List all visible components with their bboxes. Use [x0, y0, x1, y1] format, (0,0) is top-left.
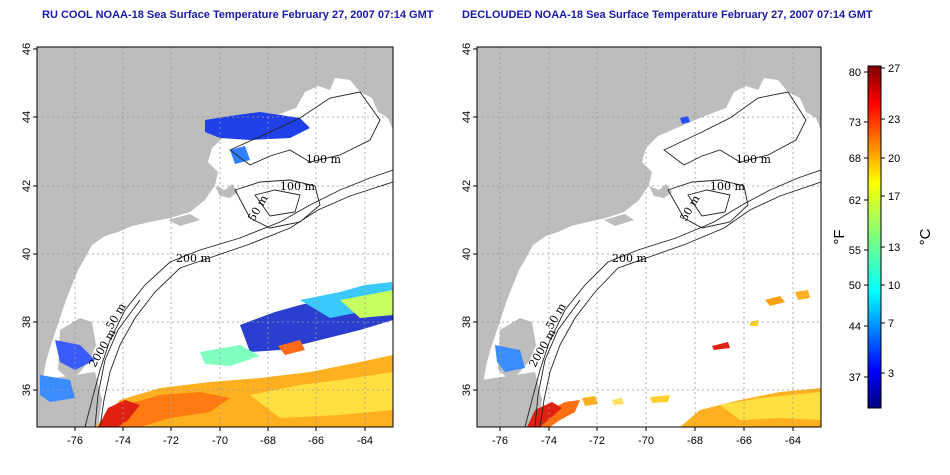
y-tick-label: 44 — [21, 111, 33, 123]
y-tick-label: 40 — [461, 248, 473, 260]
contour-label: 100 m — [306, 153, 341, 166]
left-grid — [37, 47, 393, 427]
celsius-tick: 13 — [888, 242, 900, 254]
x-tick-label: -70 — [212, 435, 228, 447]
fahrenheit-tick: 62 — [849, 195, 861, 207]
left-panel-title: RU COOL NOAA-18 Sea Surface Temperature … — [42, 9, 434, 21]
colorbar-gradient — [867, 65, 882, 409]
x-tick-label: -64 — [785, 435, 801, 447]
left-map: 100 m 100 m 50 m 200 m 50 m 2000 m -76 -… — [21, 43, 394, 447]
fahrenheit-tick: 55 — [849, 245, 861, 257]
celsius-tick: 10 — [888, 280, 900, 292]
right-panel-title: DECLOUDED NOAA-18 Sea Surface Temperatur… — [462, 9, 873, 21]
fahrenheit-tick: 80 — [849, 67, 861, 79]
x-tick-label: -72 — [589, 435, 605, 447]
y-tick-label: 42 — [461, 180, 473, 192]
x-tick-label: -74 — [115, 435, 131, 447]
celsius-tick: 17 — [888, 191, 900, 203]
x-tick-label: -66 — [308, 435, 324, 447]
x-tick-label: -72 — [163, 435, 179, 447]
y-tick-label: 36 — [461, 384, 473, 396]
x-tick-label: -68 — [260, 435, 276, 447]
x-tick-label: -76 — [67, 435, 83, 447]
celsius-tick: 20 — [888, 153, 900, 165]
right-axes-frame — [476, 46, 822, 428]
land-mass — [37, 47, 393, 427]
contour-label: 200 m — [612, 252, 647, 265]
celsius-tick: 23 — [888, 114, 900, 126]
contour-label: 100 m — [710, 180, 745, 193]
right-grid — [477, 47, 821, 427]
contour-label: 100 m — [280, 180, 315, 193]
x-tick-label: -76 — [492, 435, 508, 447]
fahrenheit-unit-label: °F — [831, 229, 848, 244]
y-tick-label: 36 — [21, 384, 33, 396]
contour-label: 200 m — [176, 252, 211, 265]
land-mass — [477, 47, 821, 427]
fahrenheit-tick: 68 — [849, 153, 861, 165]
celsius-tick: 27 — [888, 63, 900, 75]
left-contours — [84, 91, 393, 427]
x-tick-label: -64 — [357, 435, 373, 447]
left-axes-frame — [36, 46, 394, 428]
y-tick-label: 40 — [21, 248, 33, 260]
y-tick-label: 38 — [21, 316, 33, 328]
y-tick-label: 46 — [21, 43, 33, 55]
colorbar: 37 44 50 55 62 68 73 80 3 7 10 13 17 20 … — [831, 63, 934, 409]
fahrenheit-tick: 73 — [849, 117, 861, 129]
x-tick-label: -74 — [541, 435, 557, 447]
right-contours — [524, 91, 821, 427]
y-tick-label: 46 — [461, 43, 473, 55]
fahrenheit-tick: 50 — [849, 280, 861, 292]
y-tick-label: 38 — [461, 316, 473, 328]
x-tick-label: -68 — [687, 435, 703, 447]
y-tick-label: 44 — [461, 111, 473, 123]
fahrenheit-tick: 44 — [849, 321, 861, 333]
right-map: 100 m 100 m 50 m 200 m 50 m 2000 m -76 -… — [461, 43, 822, 447]
contour-label: 100 m — [736, 153, 771, 166]
fahrenheit-tick: 37 — [849, 372, 861, 384]
x-tick-label: -70 — [638, 435, 654, 447]
x-tick-label: -66 — [736, 435, 752, 447]
y-tick-label: 42 — [21, 180, 33, 192]
celsius-tick: 7 — [888, 318, 894, 330]
celsius-tick: 3 — [888, 368, 894, 380]
celsius-unit-label: °C — [917, 228, 934, 245]
